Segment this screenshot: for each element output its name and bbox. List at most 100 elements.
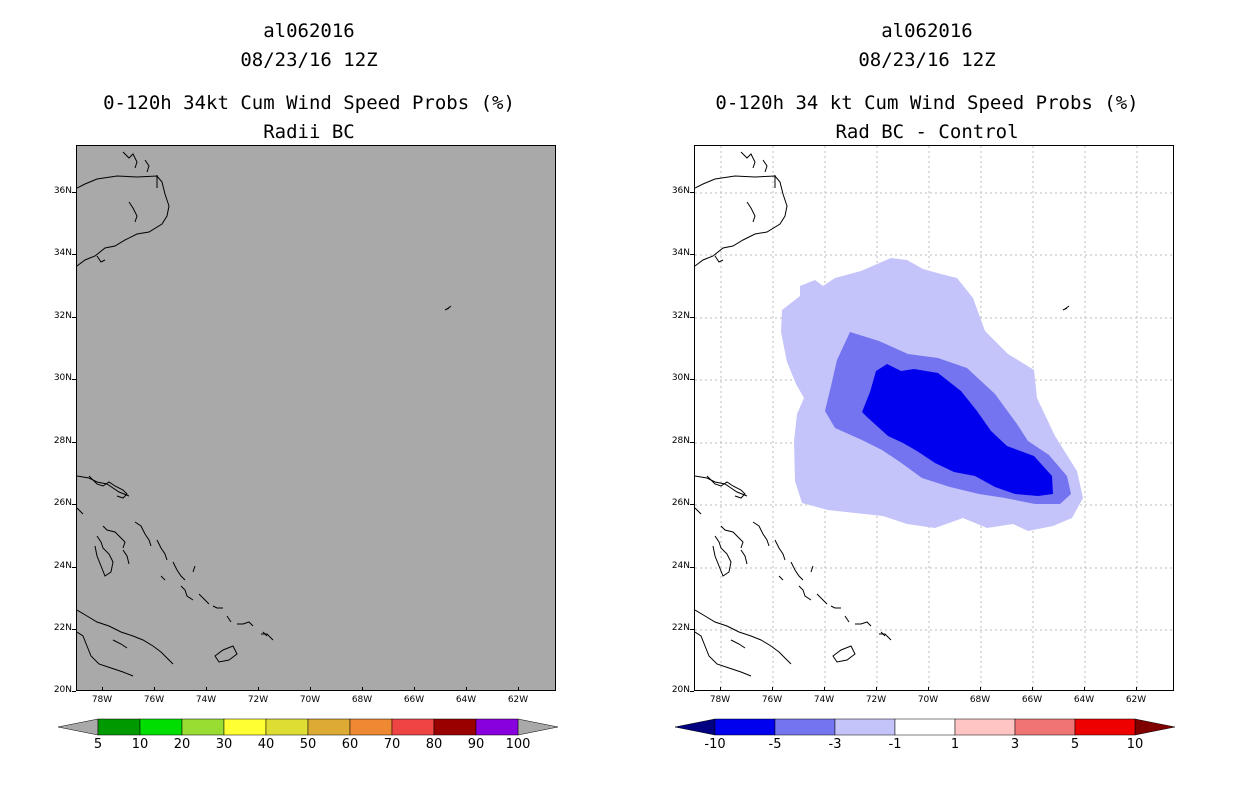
- coastline-segment: [172, 561, 186, 581]
- lat-tick-mark: [72, 442, 76, 443]
- coastline-segment: [855, 621, 872, 627]
- colorbar-segment: [97, 718, 141, 736]
- coastline-segment: [214, 645, 238, 663]
- coastline-segment: [160, 575, 166, 581]
- coastline-segment: [695, 631, 752, 677]
- coastline-segment: [762, 159, 768, 173]
- lon-tick-label: 74W: [195, 695, 217, 705]
- colorbar-segment: [139, 718, 183, 736]
- lon-tick-label: 68W: [969, 695, 991, 705]
- left-map-panel: [76, 145, 556, 691]
- lon-tick-mark: [772, 687, 773, 691]
- colorbar-high-end: [1134, 718, 1175, 736]
- colorbar-segment: [181, 718, 225, 736]
- coastline-segment: [695, 175, 788, 267]
- lon-tick-mark: [362, 687, 363, 691]
- coastline-segment: [706, 475, 746, 499]
- left-datetime: 08/23/16 12Z: [240, 49, 378, 71]
- left-subtitle: Radii BC: [263, 121, 355, 143]
- coastline-segment: [94, 535, 114, 577]
- colorbar-segment: [433, 718, 477, 736]
- lon-tick-label: 78W: [91, 695, 113, 705]
- lon-tick-mark: [928, 687, 929, 691]
- coastline-segment: [192, 565, 196, 573]
- lon-tick-mark: [518, 687, 519, 691]
- lat-tick-label: 24N: [53, 561, 72, 571]
- lat-tick-mark: [690, 567, 694, 568]
- lon-tick-label: 70W: [299, 695, 321, 705]
- coastline-segment: [695, 475, 748, 497]
- lat-tick-mark: [72, 317, 76, 318]
- lon-tick-label: 74W: [813, 695, 835, 705]
- coastline-segment: [774, 539, 786, 561]
- coastline-segment: [446, 305, 452, 310]
- lat-tick-label: 26N: [53, 498, 72, 508]
- coastline-segment: [810, 565, 814, 573]
- right-datetime: 08/23/16 12Z: [858, 49, 996, 71]
- lon-tick-mark: [824, 687, 825, 691]
- colorbar-label: -1: [888, 737, 902, 752]
- colorbar-label: 60: [341, 737, 359, 752]
- lon-tick-label: 78W: [709, 695, 731, 705]
- colorbar-label: 20: [173, 737, 191, 752]
- colorbar-label: 90: [467, 737, 485, 752]
- lat-tick-label: 24N: [671, 561, 690, 571]
- lat-tick-label: 30N: [671, 373, 690, 383]
- lon-tick-label: 62W: [507, 695, 529, 705]
- right-map-layer: [695, 146, 1173, 690]
- colorbar-segment: [223, 718, 267, 736]
- colorbar-segment: [714, 718, 776, 736]
- left-product-title: 0-120h 34kt Cum Wind Speed Probs (%): [103, 92, 515, 114]
- lat-tick-mark: [72, 379, 76, 380]
- lon-tick-mark: [1084, 687, 1085, 691]
- coastline-segment: [790, 561, 804, 581]
- colorbar-label: 70: [383, 737, 401, 752]
- colorbar-segment: [834, 718, 896, 736]
- right-product-title: 0-120h 34 kt Cum Wind Speed Probs (%): [715, 92, 1139, 114]
- coastline-segment: [798, 585, 812, 601]
- lat-tick-mark: [72, 567, 76, 568]
- right-subtitle: Rad BC - Control: [835, 121, 1019, 143]
- coastline-segment: [1064, 305, 1070, 310]
- lat-tick-mark: [72, 504, 76, 505]
- lat-tick-label: 20N: [53, 685, 72, 695]
- colorbar-label: 50: [299, 737, 317, 752]
- colorbar-segment: [307, 718, 351, 736]
- lat-tick-label: 34N: [53, 248, 72, 258]
- lon-tick-label: 68W: [351, 695, 373, 705]
- coastline-segment: [879, 633, 892, 641]
- right-storm-id: al062016: [881, 20, 973, 42]
- right-colorbar: [675, 718, 1175, 736]
- coastline-segment: [156, 539, 168, 561]
- coastline-segment: [212, 605, 223, 609]
- coastline-segment: [752, 521, 770, 547]
- lat-tick-label: 32N: [53, 311, 72, 321]
- lat-tick-label: 22N: [53, 623, 72, 633]
- colorbar-high-end: [517, 718, 558, 736]
- lat-tick-mark: [690, 691, 694, 692]
- coastline-segment: [77, 631, 134, 677]
- lon-tick-mark: [310, 687, 311, 691]
- lat-tick-label: 34N: [671, 248, 690, 258]
- coastline-segment: [134, 521, 152, 547]
- coastline-segment: [720, 525, 744, 549]
- lat-tick-mark: [72, 254, 76, 255]
- colorbar-label: -10: [704, 737, 726, 752]
- lon-tick-mark: [414, 687, 415, 691]
- lon-tick-mark: [102, 687, 103, 691]
- coastline-segment: [237, 621, 254, 627]
- colorbar-label: 30: [215, 737, 233, 752]
- colorbar-label: 5: [1070, 737, 1080, 752]
- colorbar-low-end: [675, 718, 716, 736]
- lon-tick-mark: [1136, 687, 1137, 691]
- lat-tick-mark: [72, 691, 76, 692]
- coastline-segment: [102, 525, 126, 549]
- lon-tick-mark: [258, 687, 259, 691]
- lat-tick-mark: [690, 317, 694, 318]
- lat-tick-label: 22N: [671, 623, 690, 633]
- coastline-segment: [832, 645, 856, 663]
- colorbar-label: -5: [768, 737, 782, 752]
- coastline-segment: [180, 585, 194, 601]
- lat-tick-mark: [690, 254, 694, 255]
- coastline-segment: [88, 475, 128, 499]
